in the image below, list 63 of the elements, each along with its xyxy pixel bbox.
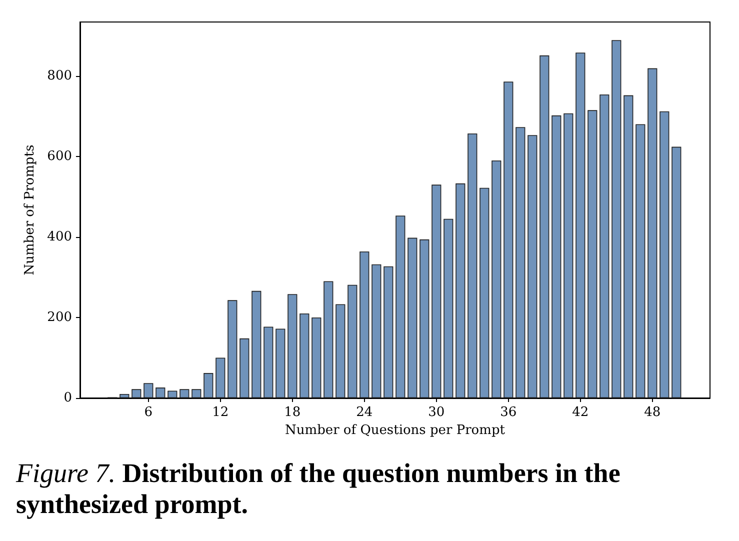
bar (348, 284, 358, 398)
y-tick-label: 400 (47, 229, 72, 244)
x-tick-label: 6 (144, 405, 153, 420)
bar (144, 383, 154, 398)
bar (240, 338, 250, 398)
bar (276, 328, 286, 398)
bar (384, 266, 394, 398)
bar (360, 251, 370, 398)
x-tick-label: 12 (212, 405, 229, 420)
bar (588, 110, 598, 398)
bar (324, 281, 334, 398)
bar (504, 82, 514, 398)
bar (432, 184, 442, 398)
bar (456, 183, 466, 398)
x-tick-label: 30 (428, 405, 445, 420)
bar (564, 113, 574, 398)
x-tick-label: 24 (356, 405, 373, 420)
y-tick-label: 200 (47, 310, 72, 325)
bar (492, 160, 502, 398)
bar (672, 146, 682, 398)
y-axis-title: Number of Prompts (22, 144, 38, 276)
bar (516, 127, 526, 398)
bar (648, 68, 658, 398)
bar (552, 115, 562, 398)
bar (480, 188, 490, 398)
bar (132, 389, 142, 398)
bar (264, 326, 274, 398)
bar (420, 239, 430, 398)
y-tick-label: 600 (47, 148, 72, 164)
y-tick-label: 0 (64, 390, 72, 406)
bar (636, 124, 646, 398)
x-tick-label: 36 (500, 405, 517, 420)
bar (180, 389, 190, 398)
bar (216, 358, 226, 398)
x-tick-label: 42 (572, 405, 589, 420)
x-tick-label: 18 (284, 405, 301, 420)
x-tick-label: 48 (644, 405, 661, 420)
bar (252, 290, 262, 398)
bar (312, 317, 322, 398)
bar (120, 394, 130, 398)
bar (612, 40, 622, 398)
caption: Figure 7. Distribution of the question numbers in the synthesized prompt. (16, 458, 620, 519)
bar (444, 218, 454, 398)
bar (624, 95, 634, 398)
bar (204, 373, 214, 398)
x-axis-title: Number of Questions per Prompt (284, 422, 506, 438)
bar (372, 264, 382, 398)
bar (192, 389, 202, 398)
bar (300, 313, 310, 398)
y-tick-label: 800 (47, 68, 72, 84)
bar (528, 135, 538, 398)
bar (408, 238, 418, 398)
bar (168, 390, 178, 398)
bar (468, 134, 478, 398)
bar (660, 111, 670, 398)
bar (336, 304, 346, 398)
bar (288, 294, 298, 398)
bar (600, 94, 610, 398)
bar (156, 388, 166, 398)
bar (540, 55, 550, 398)
bar (576, 52, 586, 398)
bar (396, 216, 406, 398)
bar (228, 300, 238, 398)
